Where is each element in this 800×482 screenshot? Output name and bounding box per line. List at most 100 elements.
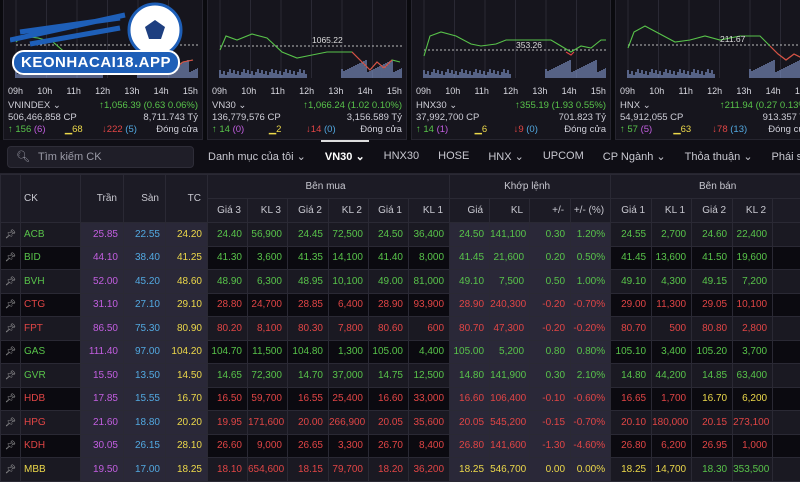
price-cell: 20.15 — [692, 411, 733, 435]
match-volume: 47,300 — [490, 317, 530, 341]
symbol[interactable]: BID — [21, 246, 81, 270]
floor-price: 38.40 — [124, 246, 166, 270]
match-price: 18.25 — [450, 458, 490, 482]
change: 0.30 — [530, 223, 571, 247]
match-volume: 7,500 — [490, 270, 530, 294]
tab-1[interactable]: VN30 ⌄ — [325, 150, 365, 163]
tab-7[interactable]: Thỏa thuận ⌄ — [685, 150, 753, 163]
volume-cell: 25,400 — [329, 387, 369, 411]
subheader-2[interactable]: Giá 2 — [288, 199, 329, 223]
pin-icon[interactable]: 📌︎ — [1, 434, 21, 458]
match-volume: 5,200 — [490, 340, 530, 364]
index-name[interactable]: HNX30 ⌄ — [416, 100, 457, 111]
symbol[interactable]: ACB — [21, 223, 81, 247]
price-cell: 18.10 — [208, 458, 248, 482]
volume-cell: 6,200 — [652, 434, 692, 458]
pin-icon[interactable]: 📌︎ — [1, 364, 21, 388]
header-ck[interactable]: CK — [21, 175, 81, 223]
symbol[interactable]: FPT — [21, 317, 81, 341]
price-cell: 14.70 — [288, 364, 329, 388]
subheader-1[interactable]: KL 3 — [248, 199, 288, 223]
price-cell: 24.6 — [773, 223, 800, 247]
volume-cell: 10,100 — [329, 270, 369, 294]
pin-icon[interactable]: 📌︎ — [1, 387, 21, 411]
index-name[interactable]: HNX ⌄ — [620, 100, 651, 111]
floor-price: 18.80 — [124, 411, 166, 435]
pin-icon[interactable]: 📌︎ — [1, 223, 21, 247]
volume-cell: 266,900 — [329, 411, 369, 435]
subheader-8[interactable]: +/- — [530, 199, 571, 223]
symbol[interactable]: GAS — [21, 340, 81, 364]
subheader-7[interactable]: KL — [490, 199, 530, 223]
subheader-4[interactable]: Giá 1 — [369, 199, 409, 223]
header-khop-lenh: Khớp lệnh — [450, 175, 611, 199]
change: 0.80 — [530, 340, 571, 364]
subheader-6[interactable]: Giá — [450, 199, 490, 223]
tab-6[interactable]: CP Ngành ⌄ — [603, 150, 666, 163]
tab-5[interactable]: UPCOM — [543, 150, 584, 163]
subheader-0[interactable]: Giá 3 — [208, 199, 248, 223]
pin-icon[interactable]: 📌︎ — [1, 458, 21, 482]
symbol[interactable]: MBB — [21, 458, 81, 482]
pin-icon[interactable]: 📌︎ — [1, 317, 21, 341]
symbol[interactable]: BVH — [21, 270, 81, 294]
subheader-12[interactable]: Giá 2 — [692, 199, 733, 223]
subheader-3[interactable]: KL 2 — [329, 199, 369, 223]
price-cell: 16.55 — [288, 387, 329, 411]
subheader-5[interactable]: KL 1 — [409, 199, 450, 223]
index-name[interactable]: VN30 ⌄ — [212, 100, 246, 111]
header-tran[interactable]: Trần — [81, 175, 124, 223]
symbol[interactable]: KDH — [21, 434, 81, 458]
symbol[interactable]: GVR — [21, 364, 81, 388]
index-name[interactable]: VNINDEX ⌄ — [8, 100, 61, 111]
search-input[interactable]: 🔍︎ Tìm kiếm CK — [7, 146, 194, 168]
tab-0[interactable]: Danh mục của tôi ⌄ — [208, 150, 306, 163]
pin-icon[interactable]: 📌︎ — [1, 293, 21, 317]
floor-price: 75.30 — [124, 317, 166, 341]
header-san[interactable]: Sàn — [124, 175, 166, 223]
tab-4[interactable]: HNX ⌄ — [488, 150, 524, 163]
symbol[interactable]: CTG — [21, 293, 81, 317]
volume-cell: 24,700 — [248, 293, 288, 317]
symbol[interactable]: HDB — [21, 387, 81, 411]
symbol[interactable]: HPG — [21, 411, 81, 435]
tab-3[interactable]: HOSE — [438, 150, 469, 163]
subheader-14[interactable]: Giá — [773, 199, 800, 223]
header-tc[interactable]: TC — [166, 175, 208, 223]
price-cell: 80.20 — [208, 317, 248, 341]
ref-price: 20.20 — [166, 411, 208, 435]
volume-cell: 63,400 — [733, 364, 773, 388]
subheader-13[interactable]: KL 2 — [733, 199, 773, 223]
time-label: 14h — [154, 86, 169, 96]
tab-8[interactable]: Phái sinh ⌄ — [772, 150, 800, 163]
price-cell: 49.00 — [369, 270, 409, 294]
price-cell: 24.55 — [611, 223, 652, 247]
pin-icon[interactable]: 📌︎ — [1, 340, 21, 364]
subheader-11[interactable]: KL 1 — [652, 199, 692, 223]
subheader-10[interactable]: Giá 1 — [611, 199, 652, 223]
subheader-9[interactable]: +/- (%) — [571, 199, 611, 223]
pin-icon[interactable]: 📌︎ — [1, 270, 21, 294]
pin-icon[interactable]: 📌︎ — [1, 411, 21, 435]
price-cell: 18.25 — [611, 458, 652, 482]
pin-icon[interactable]: 📌︎ — [1, 246, 21, 270]
index-value-text: 355.19 (1.93 0.55%) — [520, 100, 606, 111]
tab-2[interactable]: HNX30 — [384, 150, 419, 163]
ceiling-price: 17.85 — [81, 387, 124, 411]
